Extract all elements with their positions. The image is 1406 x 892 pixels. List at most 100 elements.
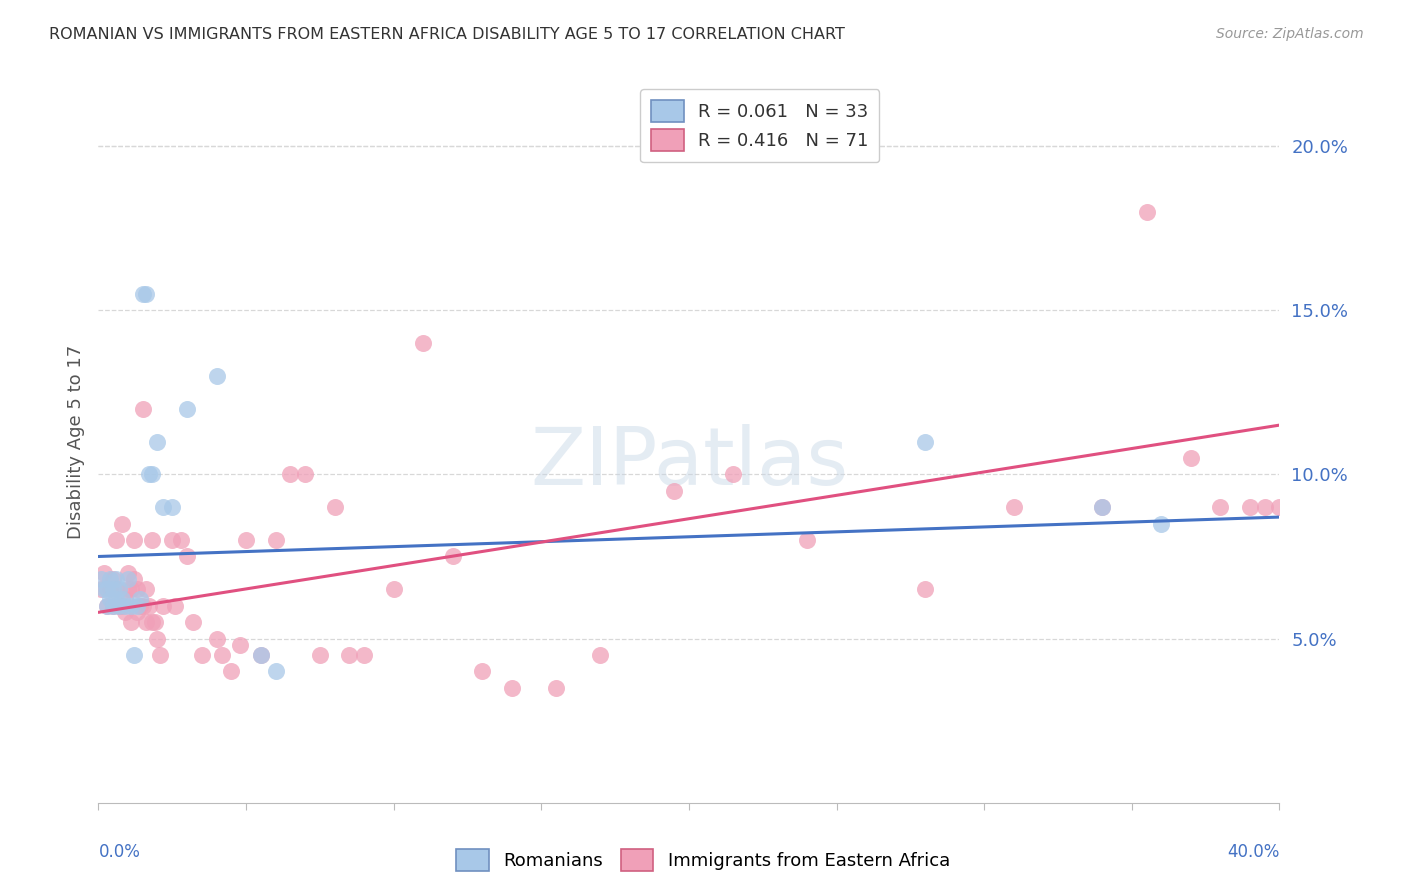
Point	[211, 648, 233, 662]
Point	[111, 516, 134, 531]
Point	[132, 286, 155, 301]
Point	[1209, 500, 1232, 515]
Point	[152, 500, 174, 515]
Point	[471, 665, 494, 679]
Point	[152, 599, 174, 613]
Point	[103, 573, 125, 587]
Point	[149, 648, 172, 662]
Point	[546, 681, 568, 695]
Point	[120, 615, 142, 630]
Point	[96, 599, 118, 613]
Point	[138, 467, 160, 482]
Point	[1136, 204, 1159, 219]
Point	[141, 533, 163, 547]
Point	[501, 681, 523, 695]
Point	[294, 467, 316, 482]
Point	[1180, 450, 1202, 465]
Point	[176, 549, 198, 564]
Point	[138, 599, 160, 613]
Point	[264, 533, 287, 547]
Point	[250, 648, 273, 662]
Point	[914, 582, 936, 597]
Point	[90, 582, 112, 597]
Point	[114, 592, 136, 607]
Point	[120, 599, 142, 613]
Point	[122, 533, 145, 547]
Point	[323, 500, 346, 515]
Point	[96, 599, 118, 613]
Point	[1091, 500, 1114, 515]
Point	[98, 582, 121, 597]
Point	[111, 599, 134, 613]
Point	[103, 582, 125, 597]
Point	[143, 615, 166, 630]
Point	[796, 533, 818, 547]
Point	[108, 599, 131, 613]
Point	[125, 599, 148, 613]
Point	[117, 566, 139, 580]
Point	[103, 599, 125, 613]
Point	[280, 467, 302, 482]
Point	[120, 582, 142, 597]
Point	[914, 434, 936, 449]
Point	[117, 582, 139, 597]
Y-axis label: Disability Age 5 to 17: Disability Age 5 to 17	[66, 344, 84, 539]
Point	[264, 665, 287, 679]
Point	[108, 599, 131, 613]
Point	[135, 582, 157, 597]
Point	[93, 566, 115, 580]
Legend: R = 0.061   N = 33, R = 0.416   N = 71: R = 0.061 N = 33, R = 0.416 N = 71	[640, 89, 879, 162]
Point	[105, 582, 128, 597]
Point	[128, 592, 150, 607]
Point	[125, 582, 148, 597]
Point	[1254, 500, 1277, 515]
Point	[221, 665, 243, 679]
Point	[132, 401, 155, 416]
Point	[96, 582, 118, 597]
Point	[114, 599, 136, 613]
Point	[162, 533, 183, 547]
Point	[205, 368, 228, 383]
Point	[103, 599, 125, 613]
Point	[141, 467, 163, 482]
Point	[105, 592, 128, 607]
Point	[128, 599, 150, 613]
Point	[229, 638, 252, 652]
Point	[205, 632, 228, 646]
Text: ZIPatlas: ZIPatlas	[530, 425, 848, 502]
Point	[122, 648, 145, 662]
Text: Source: ZipAtlas.com: Source: ZipAtlas.com	[1216, 27, 1364, 41]
Point	[353, 648, 375, 662]
Point	[146, 632, 169, 646]
Point	[382, 582, 405, 597]
Point	[309, 648, 332, 662]
Point	[135, 615, 157, 630]
Point	[1268, 500, 1291, 515]
Point	[181, 615, 204, 630]
Text: 40.0%: 40.0%	[1227, 843, 1279, 861]
Point	[108, 582, 131, 597]
Point	[339, 648, 361, 662]
Text: 0.0%: 0.0%	[98, 843, 141, 861]
Point	[250, 648, 273, 662]
Point	[191, 648, 214, 662]
Text: ROMANIAN VS IMMIGRANTS FROM EASTERN AFRICA DISABILITY AGE 5 TO 17 CORRELATION CH: ROMANIAN VS IMMIGRANTS FROM EASTERN AFRI…	[49, 27, 845, 42]
Point	[1150, 516, 1173, 531]
Point	[98, 573, 121, 587]
Legend: Romanians, Immigrants from Eastern Africa: Romanians, Immigrants from Eastern Afric…	[449, 842, 957, 879]
Point	[1239, 500, 1261, 515]
Point	[146, 434, 169, 449]
Point	[114, 605, 136, 619]
Point	[170, 533, 193, 547]
Point	[125, 605, 148, 619]
Point	[98, 592, 121, 607]
Point	[1002, 500, 1025, 515]
Point	[723, 467, 745, 482]
Point	[90, 573, 112, 587]
Point	[441, 549, 464, 564]
Point	[412, 336, 434, 351]
Point	[117, 573, 139, 587]
Point	[105, 533, 128, 547]
Point	[1091, 500, 1114, 515]
Point	[132, 599, 155, 613]
